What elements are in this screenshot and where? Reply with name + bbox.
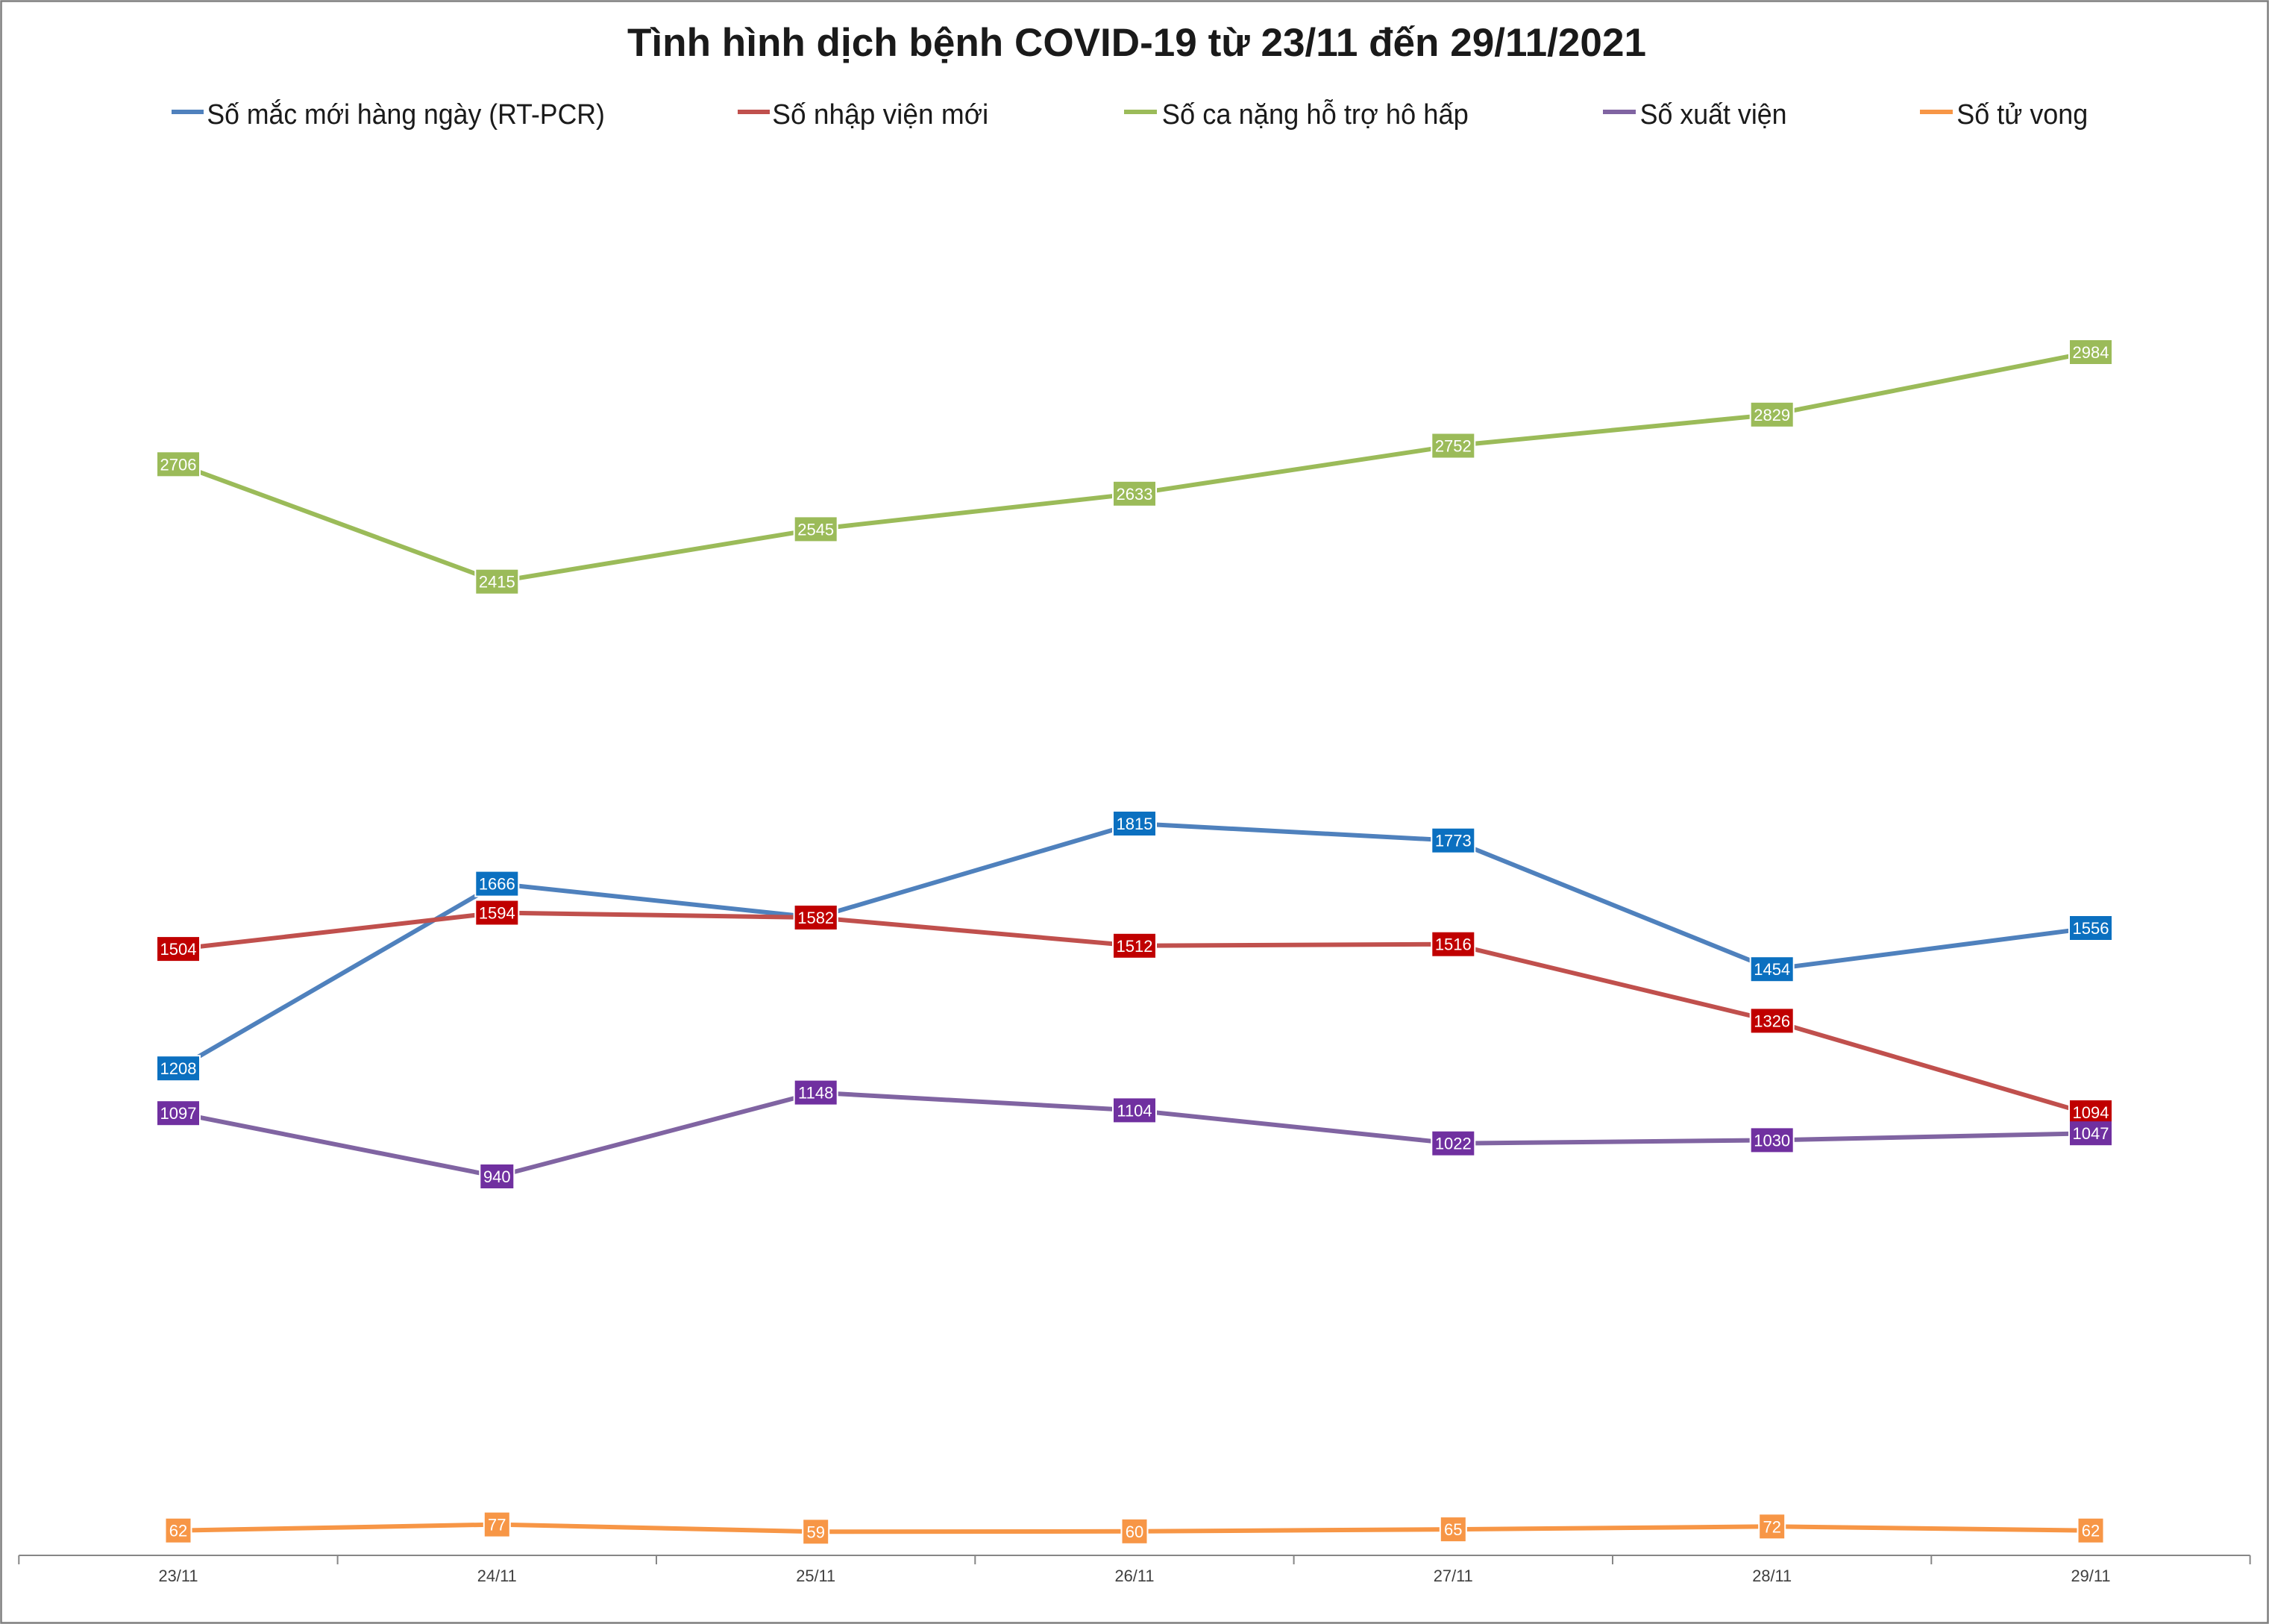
svg-text:1094: 1094	[2073, 1103, 2109, 1122]
svg-text:Số nhập viện mới: Số nhập viện mới	[772, 99, 988, 131]
svg-text:25/11: 25/11	[796, 1567, 835, 1585]
svg-text:2415: 2415	[479, 573, 515, 592]
svg-text:23/11: 23/11	[159, 1567, 198, 1585]
svg-text:2829: 2829	[1754, 406, 1790, 424]
svg-text:2984: 2984	[2073, 343, 2109, 362]
svg-text:2752: 2752	[1435, 437, 1472, 456]
svg-text:1104: 1104	[1117, 1101, 1152, 1120]
svg-text:59: 59	[806, 1523, 824, 1541]
svg-text:1326: 1326	[1754, 1012, 1790, 1030]
svg-text:1666: 1666	[479, 875, 515, 894]
svg-text:2706: 2706	[160, 455, 197, 474]
svg-text:1454: 1454	[1754, 960, 1790, 979]
svg-text:2545: 2545	[797, 520, 834, 539]
svg-text:Tình hình dịch bệnh COVID-19 t: Tình hình dịch bệnh COVID-19 từ 23/11 đế…	[627, 21, 1646, 65]
svg-text:1512: 1512	[1117, 937, 1153, 956]
svg-text:1047: 1047	[2073, 1124, 2109, 1143]
svg-text:1208: 1208	[160, 1059, 197, 1078]
svg-text:1097: 1097	[160, 1104, 197, 1123]
svg-text:28/11: 28/11	[1752, 1567, 1792, 1585]
svg-text:1594: 1594	[479, 904, 515, 923]
svg-text:62: 62	[169, 1522, 187, 1540]
svg-text:77: 77	[488, 1516, 506, 1534]
svg-text:2633: 2633	[1117, 485, 1153, 504]
svg-text:1582: 1582	[797, 909, 834, 927]
svg-text:1516: 1516	[1435, 935, 1472, 954]
svg-text:72: 72	[1763, 1517, 1780, 1536]
svg-text:Số tử vong: Số tử vong	[1956, 99, 2088, 131]
svg-text:27/11: 27/11	[1434, 1567, 1473, 1585]
svg-text:Số mắc mới hàng ngày (RT-PCR): Số mắc mới hàng ngày (RT-PCR)	[207, 98, 605, 131]
svg-text:1815: 1815	[1117, 815, 1153, 833]
svg-text:1773: 1773	[1435, 832, 1472, 850]
svg-text:1022: 1022	[1435, 1135, 1472, 1153]
svg-text:1148: 1148	[798, 1084, 833, 1103]
svg-text:Số xuất viện: Số xuất viện	[1640, 99, 1787, 131]
svg-text:60: 60	[1126, 1523, 1143, 1541]
svg-text:Số ca nặng hỗ trợ hô hấp: Số ca nặng hỗ trợ hô hấp	[1162, 98, 1469, 131]
svg-text:65: 65	[1444, 1520, 1462, 1539]
svg-text:29/11: 29/11	[2071, 1567, 2111, 1585]
svg-text:1504: 1504	[160, 940, 197, 959]
svg-text:62: 62	[2082, 1522, 2100, 1540]
svg-text:26/11: 26/11	[1115, 1567, 1155, 1585]
svg-text:1030: 1030	[1754, 1131, 1790, 1150]
svg-text:940: 940	[483, 1167, 511, 1186]
svg-text:24/11: 24/11	[477, 1567, 517, 1585]
svg-text:1556: 1556	[2073, 919, 2109, 938]
